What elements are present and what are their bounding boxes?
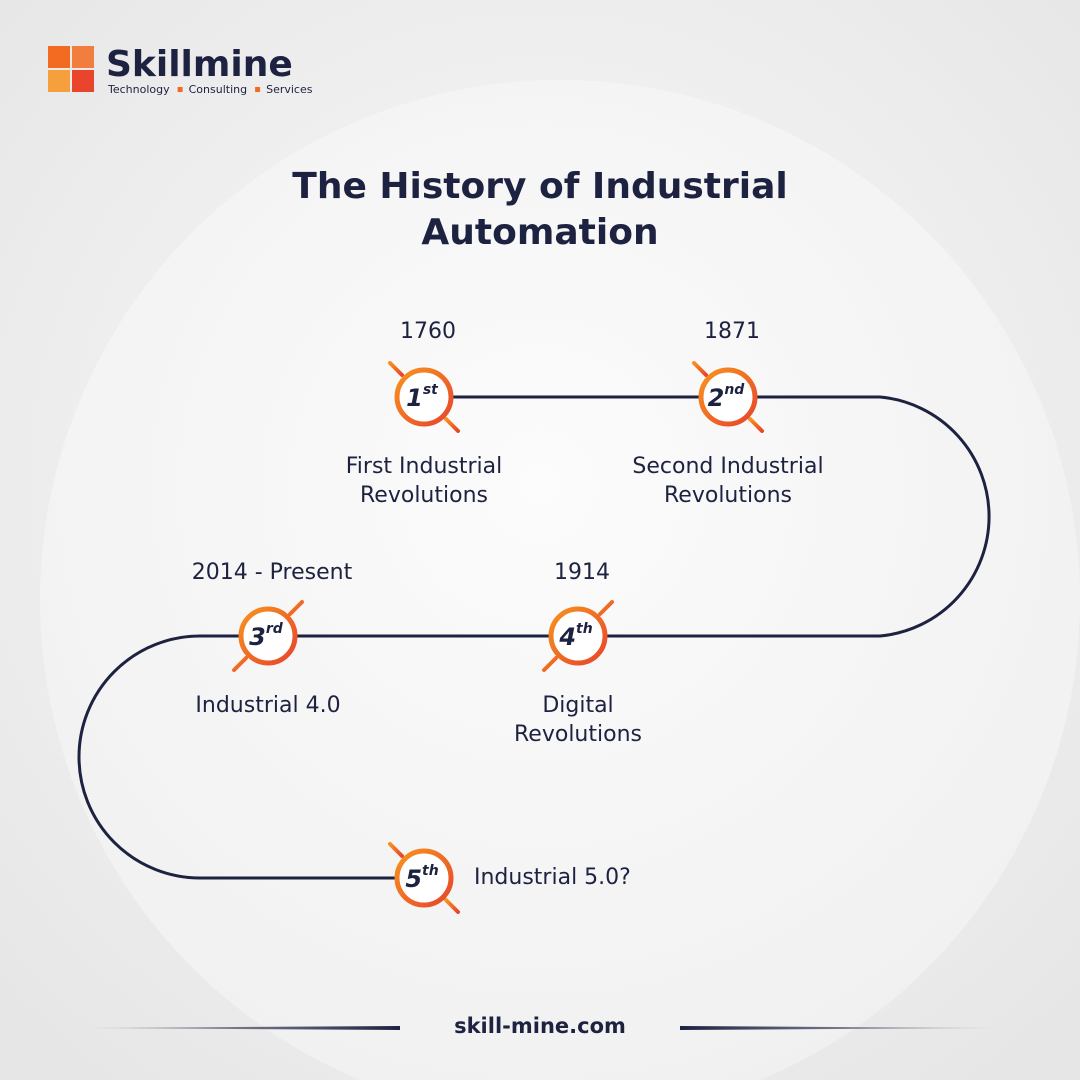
node-tick	[388, 361, 404, 377]
node-number-digit: 2	[708, 384, 725, 412]
node	[548, 606, 608, 666]
footer-url: skill-mine.com	[454, 1014, 626, 1038]
node-number: 1st	[406, 382, 439, 412]
node-tick	[444, 898, 460, 914]
node-number: 3rd	[249, 621, 284, 651]
node	[698, 367, 758, 427]
node-number-suffix: rd	[266, 621, 284, 637]
milestone-date: 1760	[400, 319, 456, 344]
logo-name: Skillmine	[106, 44, 293, 85]
node-number: 2nd	[708, 382, 746, 412]
milestone-label: Industrial 4.0	[195, 693, 340, 718]
node-number-suffix: th	[422, 863, 439, 879]
title: The History of Industrial	[292, 166, 787, 207]
node-number-suffix: nd	[724, 382, 745, 398]
node-tick	[748, 417, 764, 433]
milestone-label: Industrial 5.0?	[474, 865, 631, 890]
node-tick	[542, 656, 558, 672]
milestone: 3rd 2014 - Present Industrial 4.0	[192, 560, 353, 718]
milestone-label: Revolutions	[664, 483, 792, 508]
tagline-bullet	[255, 87, 261, 92]
node-number-suffix: st	[423, 382, 439, 398]
node-tick	[598, 600, 614, 616]
milestone-date: 1914	[554, 560, 610, 585]
node-tick	[692, 361, 708, 377]
node-number: 5th	[405, 863, 438, 893]
milestone: 4th 1914 Digital Revolutions	[514, 560, 642, 747]
milestone-label: Revolutions	[360, 483, 488, 508]
node-number-digit: 5	[405, 865, 422, 893]
footer-rule	[88, 1026, 400, 1030]
tagline-item: Services	[266, 83, 313, 96]
tagline-item: Consulting	[189, 83, 247, 96]
tagline-bullet	[177, 87, 183, 92]
footer-rule	[680, 1026, 992, 1030]
milestone: 5th Industrial 5.0?	[388, 842, 631, 914]
node-number: 4th	[558, 621, 592, 651]
node-tick	[444, 417, 460, 433]
node-number-digit: 3	[249, 623, 266, 651]
tagline-item: Technology	[107, 83, 170, 96]
milestone: 1st 1760 First Industrial Revolutions	[346, 319, 502, 508]
title: Automation	[421, 212, 658, 253]
logo-mark	[48, 46, 94, 92]
milestone-date: 1871	[704, 319, 760, 344]
milestone-label: First Industrial	[346, 454, 502, 479]
node-number-digit: 4	[558, 623, 576, 651]
node	[394, 848, 454, 908]
milestone-label: Revolutions	[514, 722, 642, 747]
node-tick	[288, 600, 304, 616]
node-number-suffix: th	[576, 621, 593, 637]
node	[238, 606, 298, 666]
timeline-path	[77, 395, 991, 880]
milestone-label: Second Industrial	[632, 454, 823, 479]
node-number-digit: 1	[406, 384, 423, 412]
milestone-label: Digital	[542, 693, 613, 718]
node-tick	[232, 656, 248, 672]
node-tick	[388, 842, 404, 858]
node	[394, 367, 454, 427]
milestone-date: 2014 - Present	[192, 560, 353, 585]
milestone: 2nd 1871 Second Industrial Revolutions	[632, 319, 823, 508]
globe	[40, 80, 1080, 1080]
